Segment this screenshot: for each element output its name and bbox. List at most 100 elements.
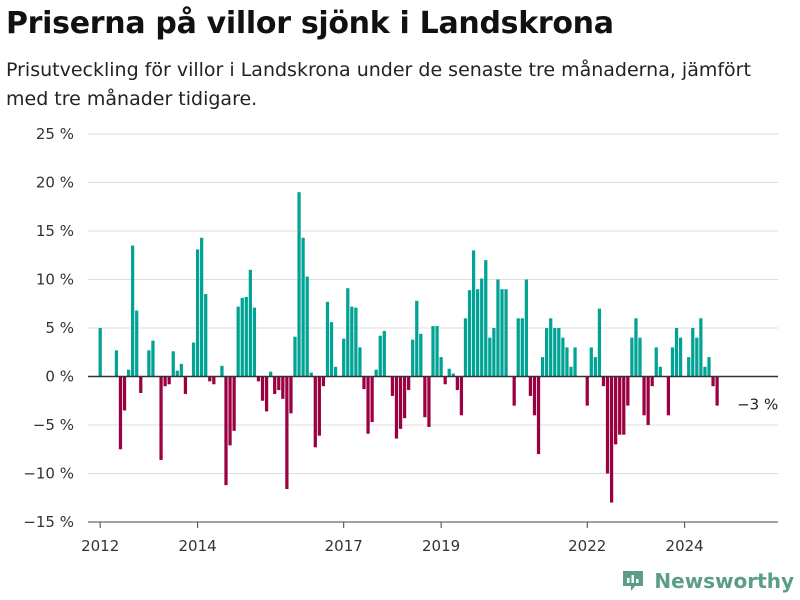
bar [244, 296, 248, 377]
bar [224, 376, 228, 486]
bar [171, 351, 175, 377]
bar [402, 376, 407, 419]
bar [471, 250, 476, 377]
bar [220, 365, 224, 377]
bar [325, 301, 330, 377]
bar [212, 376, 216, 385]
bar [159, 376, 163, 460]
bar [333, 366, 338, 377]
bar [480, 278, 484, 377]
x-tick-label: 2024 [666, 537, 704, 555]
bar [139, 376, 143, 393]
bar [118, 376, 123, 450]
bar [455, 376, 459, 391]
x-tick-label: 2019 [422, 537, 460, 555]
bar [313, 376, 317, 448]
bar [163, 376, 167, 387]
y-tick-label: 5 % [45, 319, 74, 337]
bar [569, 366, 573, 377]
bar [463, 318, 468, 377]
bar [553, 328, 557, 377]
bar [122, 376, 127, 411]
bar [232, 376, 236, 431]
bar [605, 376, 610, 474]
x-tick-label: 2022 [568, 537, 606, 555]
end-value-label: −3 % [737, 396, 778, 414]
bar [609, 376, 614, 503]
bar [342, 338, 346, 377]
bar [179, 363, 183, 377]
bar [431, 326, 435, 377]
bar [321, 376, 326, 387]
y-tick-label: 20 % [36, 174, 74, 192]
bar [674, 328, 679, 377]
bar [114, 350, 119, 377]
bar [301, 237, 305, 377]
y-tick-label: −10 % [23, 465, 74, 483]
bar [435, 326, 439, 377]
bar [167, 376, 171, 385]
bar [147, 350, 151, 377]
y-tick-label: −5 % [33, 416, 74, 434]
bar [204, 294, 208, 377]
bar [281, 376, 285, 399]
bar [293, 336, 297, 377]
bar [658, 366, 662, 377]
bar [597, 308, 602, 377]
bar [557, 328, 561, 377]
bar [622, 376, 626, 435]
bar [175, 370, 179, 377]
bar [439, 357, 443, 377]
x-tick-label: 2014 [178, 537, 216, 555]
bar [601, 376, 606, 387]
bar [484, 260, 488, 377]
bar [256, 376, 261, 382]
bar [200, 237, 204, 377]
bar [305, 276, 309, 377]
bar [289, 376, 293, 414]
bar [427, 376, 431, 427]
bar [411, 339, 415, 377]
bar [362, 376, 366, 390]
bar [654, 347, 658, 377]
bar [695, 337, 699, 377]
bar [240, 297, 244, 377]
bar [711, 376, 715, 387]
bar [135, 310, 139, 377]
brand-name: Newsworthy [654, 569, 794, 593]
bar [691, 328, 695, 377]
bar [504, 289, 508, 377]
bar [638, 337, 642, 377]
y-tick-label: 25 % [36, 125, 74, 143]
bar [419, 333, 423, 377]
bar [390, 376, 395, 396]
y-tick-label: 10 % [36, 271, 74, 289]
x-tick-label: 2017 [325, 537, 363, 555]
bar [228, 376, 232, 446]
bar [549, 318, 553, 377]
chart-subtitle: Prisutveckling för villor i Landskrona u… [6, 59, 751, 110]
bar [516, 318, 520, 377]
x-tick-label: 2012 [81, 537, 119, 555]
bar [260, 376, 265, 401]
bar [350, 306, 354, 377]
bar [374, 369, 378, 377]
y-tick-label: 0 % [45, 368, 74, 386]
bar [642, 376, 646, 416]
bar [593, 357, 597, 377]
bar [573, 347, 577, 377]
bar [317, 376, 321, 436]
axes: 25 % 20 % 15 % 10 % 5 % 0 % −5 % −10 % −15 % 2012… [23, 125, 778, 555]
bar [512, 376, 516, 406]
bar [703, 366, 707, 377]
bar [273, 376, 277, 394]
bar [264, 376, 269, 412]
bar-chart-logo-icon [623, 571, 644, 591]
bar [524, 279, 528, 377]
bar [585, 376, 589, 406]
bar [565, 347, 569, 377]
bar [496, 279, 500, 377]
y-tick-label: −15 % [23, 513, 74, 531]
bar [277, 376, 281, 391]
